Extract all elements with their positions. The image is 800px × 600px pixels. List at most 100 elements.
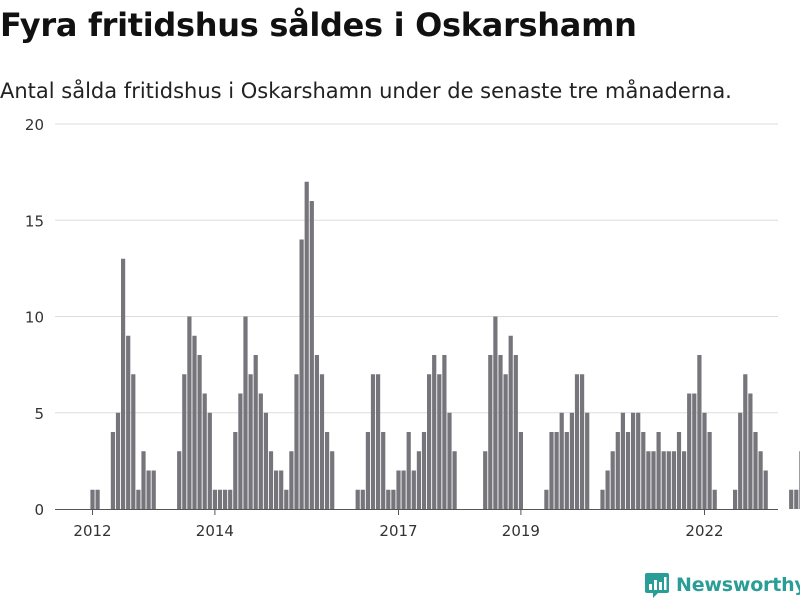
bar <box>360 489 365 509</box>
chart-subtitle: Antal sålda fritidshus i Oskarshamn unde… <box>0 79 732 103</box>
bar <box>554 432 559 509</box>
bar <box>294 374 299 509</box>
y-tick-label: 15 <box>25 212 44 230</box>
bar <box>733 489 738 509</box>
bar <box>564 432 569 509</box>
bar <box>544 489 549 509</box>
bar <box>253 355 258 509</box>
brand-name: Newsworthy <box>676 574 800 596</box>
bar <box>518 432 523 509</box>
bar <box>569 412 574 509</box>
bar <box>299 239 304 509</box>
bar <box>549 432 554 509</box>
bar <box>212 489 217 509</box>
bar <box>738 412 743 509</box>
bar <box>641 432 646 509</box>
bar <box>365 432 370 509</box>
bar <box>416 451 421 509</box>
gridlines <box>55 123 778 414</box>
bar <box>396 470 401 509</box>
y-tick-label: 5 <box>34 405 44 423</box>
bar <box>753 432 758 509</box>
bar <box>488 355 493 509</box>
bar <box>559 412 564 509</box>
bars <box>90 181 800 509</box>
bar <box>258 393 263 509</box>
bar <box>370 374 376 509</box>
bar <box>95 489 100 509</box>
bar <box>743 374 748 509</box>
bar <box>503 374 508 509</box>
bar <box>289 451 294 509</box>
bar <box>666 451 671 509</box>
bar <box>177 451 182 509</box>
bar <box>687 393 692 509</box>
bar <box>319 374 325 509</box>
bar <box>187 316 192 509</box>
bar <box>110 432 115 509</box>
bar <box>233 432 238 509</box>
bar <box>141 451 146 509</box>
bar <box>192 335 197 509</box>
bar <box>279 470 284 509</box>
bar <box>151 470 156 509</box>
bar <box>406 432 411 509</box>
brand: Newsworthy <box>644 570 800 600</box>
bar <box>651 451 656 509</box>
bar <box>789 489 794 509</box>
bar <box>263 412 268 509</box>
bar <box>391 489 396 509</box>
bar <box>748 393 753 509</box>
bar <box>355 489 360 509</box>
bar <box>121 258 126 509</box>
bar <box>498 355 503 509</box>
bar <box>631 412 636 509</box>
bar <box>702 412 707 509</box>
bar <box>136 489 141 509</box>
bar <box>646 451 651 509</box>
bar <box>217 489 223 509</box>
y-tick-label: 20 <box>25 116 44 134</box>
bar <box>202 393 207 509</box>
bar <box>676 432 682 509</box>
bar <box>610 451 615 509</box>
bar <box>325 432 330 509</box>
bar <box>585 412 590 509</box>
bar <box>304 181 309 509</box>
bar <box>574 374 580 509</box>
x-tick-label: 2017 <box>379 522 417 540</box>
bar <box>421 432 427 509</box>
bar <box>381 432 386 509</box>
bar <box>580 374 585 509</box>
bar <box>284 489 289 509</box>
bar <box>146 470 151 509</box>
bar <box>248 374 253 509</box>
bar <box>228 489 233 509</box>
x-tick-label: 2019 <box>502 522 540 540</box>
bar <box>636 412 641 509</box>
bar <box>376 374 381 509</box>
bar <box>401 470 406 509</box>
bar <box>309 201 314 509</box>
bar <box>274 470 279 509</box>
bar <box>442 355 447 509</box>
bar <box>314 355 319 509</box>
bar <box>697 355 702 509</box>
chart-title: Fyra fritidshus såldes i Oskarshamn <box>0 6 637 44</box>
x-tick-label: 2022 <box>685 522 723 540</box>
x-tick-label: 2012 <box>73 522 111 540</box>
bar <box>437 374 442 509</box>
bar <box>763 470 768 509</box>
bar <box>197 355 202 509</box>
bar <box>625 432 631 509</box>
bar <box>447 412 452 509</box>
bar <box>656 432 661 509</box>
bar <box>238 393 243 509</box>
bar <box>330 451 335 509</box>
bar <box>661 451 666 509</box>
bar <box>427 374 432 509</box>
bar <box>794 489 799 509</box>
newsworthy-logo-icon <box>645 573 669 598</box>
bar <box>483 451 488 509</box>
